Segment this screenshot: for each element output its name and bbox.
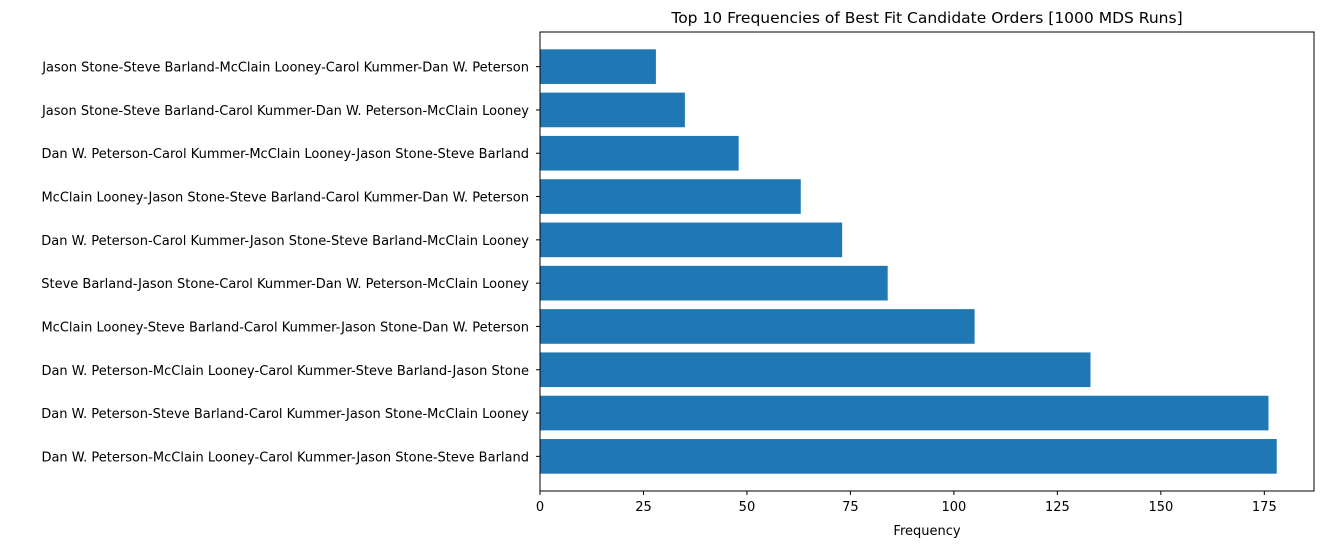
y-tick-label: Dan W. Peterson-McClain Looney-Carol Kum… (41, 364, 529, 379)
x-tick-label: 100 (941, 500, 966, 515)
bar-6 (540, 222, 843, 258)
x-tick-label: 75 (842, 500, 859, 515)
bar-10 (540, 49, 656, 84)
y-axis: Dan W. Peterson-McClain Looney-Carol Kum… (41, 61, 540, 465)
bar-3 (540, 352, 1091, 388)
x-tick-label: 0 (536, 500, 544, 515)
x-axis: 0 25 50 75 100 125 150 175 (536, 491, 1277, 515)
y-tick-label: Steve Barland-Jason Stone-Carol Kummer-D… (41, 277, 529, 292)
x-tick-label: 50 (739, 500, 756, 515)
x-tick-label: 175 (1252, 500, 1277, 515)
bar-2 (540, 395, 1269, 431)
bar-9 (540, 92, 685, 128)
y-tick-label: McClain Looney-Steve Barland-Carol Kumme… (41, 320, 529, 335)
chart-title: Top 10 Frequencies of Best Fit Candidate… (670, 9, 1182, 27)
y-tick-label: Dan W. Peterson-Carol Kummer-Jason Stone… (41, 234, 529, 249)
x-axis-label: Frequency (893, 524, 960, 539)
y-tick-label: Jason Stone-Steve Barland-McClain Looney… (41, 61, 529, 76)
x-tick-label: 125 (1045, 500, 1070, 515)
x-tick-label: 25 (635, 500, 652, 515)
x-tick-label: 150 (1148, 500, 1173, 515)
y-tick-label: Jason Stone-Steve Barland-Carol Kummer-D… (41, 104, 529, 119)
bars-group (540, 49, 1277, 474)
bar-4 (540, 309, 975, 344)
y-tick-label: Dan W. Peterson-Steve Barland-Carol Kumm… (41, 407, 529, 422)
bar-1 (540, 439, 1277, 474)
bar-5 (540, 265, 888, 301)
bar-8 (540, 135, 739, 171)
bar-7 (540, 179, 801, 214)
y-tick-label: Dan W. Peterson-McClain Looney-Carol Kum… (41, 450, 529, 465)
y-tick-label: McClain Looney-Jason Stone-Steve Barland… (41, 191, 529, 206)
y-tick-label: Dan W. Peterson-Carol Kummer-McClain Loo… (41, 147, 529, 162)
plot-frame (539, 31, 1315, 492)
